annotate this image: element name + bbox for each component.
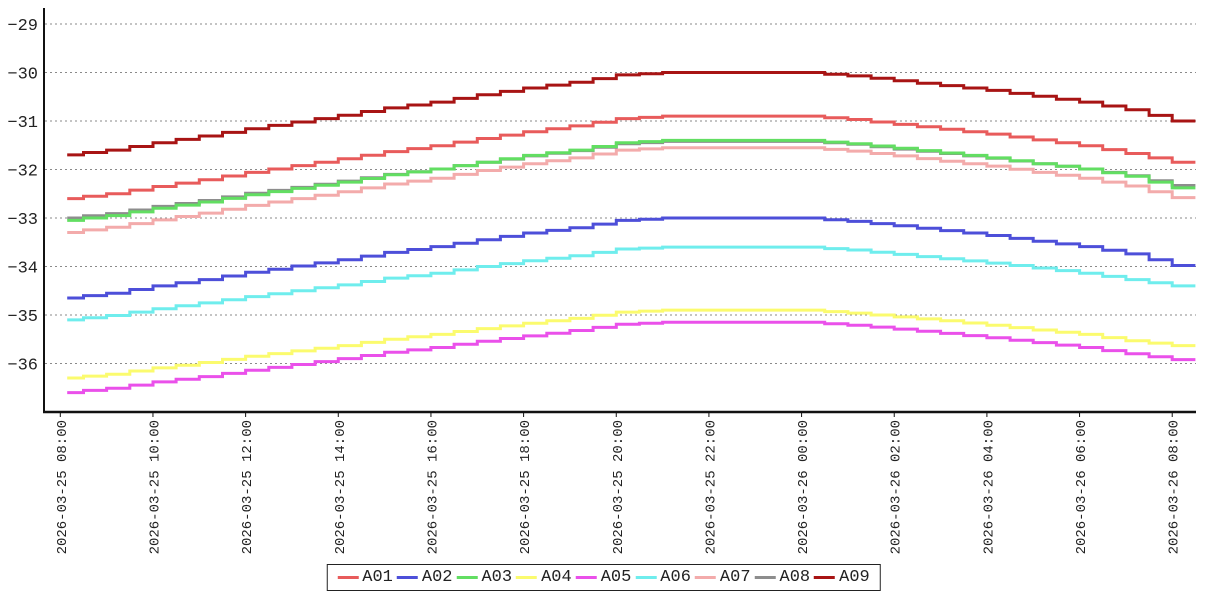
legend-swatch-A03 (456, 576, 478, 579)
series-line-A06 (67, 245, 1196, 322)
y-tick-label: −30 (7, 66, 38, 85)
y-tick-label: −32 (7, 163, 38, 182)
y-tick-label: −33 (7, 211, 38, 230)
legend-label-A02: A02 (421, 568, 453, 587)
series-line-A09 (67, 71, 1196, 157)
y-tick-label: −35 (7, 308, 38, 327)
legend-item-A05[interactable]: A05 (575, 568, 632, 587)
x-tick-label: 2026-03-26 06:00 (1074, 420, 1090, 554)
legend-label-A08: A08 (779, 568, 811, 587)
x-tick-label: 2026-03-26 00:00 (796, 420, 812, 554)
series-line-A07 (67, 146, 1196, 234)
legend-swatch-A01 (337, 576, 359, 579)
series-line-A01 (67, 114, 1196, 201)
legend-label-A09: A09 (839, 568, 870, 587)
legend-item-A02[interactable]: A02 (396, 568, 453, 587)
legend-label-A05: A05 (600, 568, 632, 587)
x-tick-label: 2026-03-25 08:00 (55, 420, 71, 554)
series-line-A02 (67, 216, 1196, 300)
series-line-A04 (67, 308, 1196, 380)
x-tick-label: 2026-03-26 04:00 (981, 420, 997, 554)
x-tick-label: 2026-03-26 02:00 (889, 420, 905, 554)
legend-swatch-A07 (694, 576, 716, 579)
legend-label-A07: A07 (719, 568, 751, 587)
series-line-A08 (67, 139, 1196, 220)
legend-item-A03[interactable]: A03 (456, 569, 512, 586)
x-tick-label: 2026-03-25 18:00 (518, 420, 534, 554)
legend: A01 A02 A03 A04 A05 A06 A07 A08 A09 (326, 564, 881, 591)
x-tick-label: 2026-03-25 20:00 (611, 420, 627, 554)
legend-item-A01[interactable]: A01 (337, 569, 393, 586)
legend-item-A04[interactable]: A04 (516, 569, 572, 586)
x-tick-label: 2026-03-25 16:00 (425, 420, 441, 554)
y-tick-label: −36 (7, 357, 38, 376)
legend-label-A04: A04 (541, 568, 572, 587)
x-tick-label: 2026-03-25 14:00 (333, 420, 349, 554)
legend-label-A01: A01 (362, 568, 393, 587)
legend-swatch-A09 (814, 576, 836, 579)
x-tick-label: 2026-03-25 10:00 (147, 420, 163, 554)
legend-item-A07[interactable]: A07 (694, 568, 751, 587)
legend-label-A03: A03 (481, 568, 513, 587)
legend-item-A08[interactable]: A08 (754, 568, 811, 587)
y-tick-label: −29 (7, 17, 38, 36)
series-line-A03 (67, 138, 1196, 222)
legend-swatch-A05 (575, 576, 597, 579)
x-tick-label: 2026-03-26 08:00 (1167, 420, 1183, 554)
x-tick-label: 2026-03-25 12:00 (240, 420, 256, 554)
y-tick-label: −34 (7, 260, 38, 279)
legend-item-A09[interactable]: A09 (814, 569, 870, 586)
legend-swatch-A04 (516, 576, 538, 579)
x-tick-label: 2026-03-25 22:00 (703, 420, 719, 554)
legend-swatch-A02 (396, 576, 418, 579)
legend-swatch-A08 (754, 576, 776, 579)
series-line-A05 (67, 320, 1196, 395)
legend-item-A06[interactable]: A06 (635, 569, 691, 586)
legend-label-A06: A06 (660, 568, 691, 587)
y-tick-label: −31 (7, 114, 38, 133)
legend-swatch-A06 (635, 576, 657, 579)
